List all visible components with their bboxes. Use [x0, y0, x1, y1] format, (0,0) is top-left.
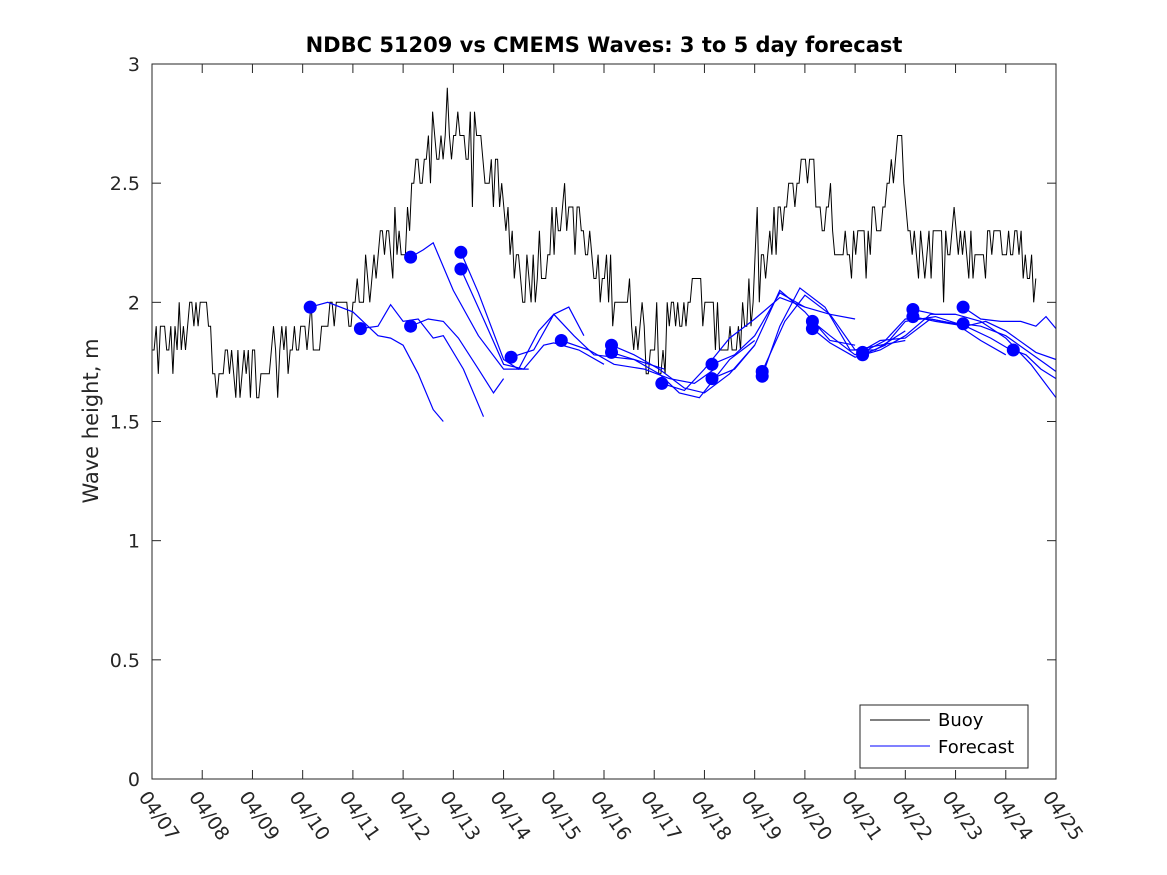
forecast-start-point [906, 310, 920, 324]
forecast-start-point [504, 350, 518, 364]
forecast-start-point [454, 245, 468, 259]
forecast-start-point [303, 300, 317, 314]
y-tick-label: 3 [128, 54, 140, 76]
y-tick-label: 2 [128, 292, 140, 314]
plot-area [152, 64, 1056, 779]
forecast-run-line [460, 268, 605, 370]
forecast-start-point [705, 372, 719, 386]
forecast-run-line [962, 306, 1057, 329]
chart-title: NDBC 51209 vs CMEMS Waves: 3 to 5 day fo… [306, 33, 903, 57]
y-axis-ticks: 0 0.5 1 1.5 2 2.5 3 [110, 54, 1056, 791]
forecast-run-line [912, 308, 1057, 399]
forecast-start-point [956, 300, 970, 314]
forecast-start-point [655, 376, 669, 390]
forecast-run-line [510, 313, 665, 370]
forecast-run-line [812, 313, 956, 358]
forecast-series [310, 241, 1057, 422]
forecast-start-point [404, 319, 418, 333]
forecast-start-point [956, 317, 970, 331]
forecast-start-point [805, 322, 819, 336]
forecast-run-line [310, 301, 444, 422]
legend: Buoy Forecast [859, 704, 1029, 769]
axes-box [151, 63, 1057, 780]
forecast-run-line [460, 252, 585, 370]
forecast-start-point [353, 322, 367, 336]
forecast-start-point [856, 348, 870, 362]
legend-forecast-label: Forecast [938, 737, 1014, 758]
forecast-run-line [611, 340, 756, 399]
forecast-start-markers [303, 245, 1020, 390]
y-tick-label: 0 [128, 769, 140, 791]
y-tick-label: 1 [128, 531, 140, 553]
forecast-start-point [755, 369, 769, 383]
forecast-start-point [705, 357, 719, 371]
forecast-run-line [360, 303, 485, 417]
forecast-start-point [454, 262, 468, 276]
y-tick-label: 0.5 [110, 650, 140, 672]
forecast-run-line [912, 316, 1057, 361]
y-axis-label: Wave height, m [79, 338, 103, 503]
forecast-run-line [611, 344, 756, 394]
forecast-start-point [1006, 343, 1020, 357]
forecast-run-line [561, 339, 715, 385]
forecast-start-point [404, 250, 418, 264]
forecast-run-line [661, 296, 806, 392]
forecast-start-point [554, 334, 568, 347]
forecast-run-line [862, 315, 1012, 356]
forecast-run-line [410, 318, 505, 394]
forecast-start-point [605, 345, 618, 359]
forecast-run-line [1013, 349, 1057, 380]
y-tick-label: 2.5 [110, 173, 140, 195]
forecast-run-line [711, 289, 856, 380]
y-tick-label: 1.5 [110, 412, 140, 434]
legend-buoy-label: Buoy [938, 710, 984, 731]
forecast-run-line [963, 323, 1057, 372]
forecast-run-line [862, 318, 1007, 356]
buoy-line [152, 87, 1037, 399]
legend-box [859, 704, 1029, 769]
buoy-series [152, 87, 1037, 399]
forecast-run-line [761, 294, 906, 372]
forecast-run-line [410, 241, 529, 370]
